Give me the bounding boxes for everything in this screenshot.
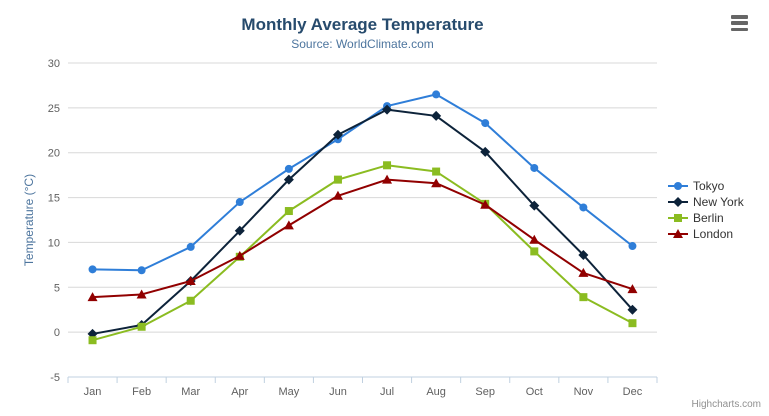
y-axis-tick-label: -5: [50, 372, 60, 384]
series-london: [87, 174, 638, 302]
data-point-berlin[interactable]: [333, 175, 342, 184]
legend-marker-tokyo[interactable]: [674, 182, 682, 190]
credits-link[interactable]: Highcharts.com: [691, 399, 761, 410]
legend-square-icon: [668, 214, 688, 222]
data-point-tokyo[interactable]: [579, 203, 588, 212]
data-point-new-york[interactable]: [529, 200, 540, 211]
data-point-london[interactable]: [136, 289, 147, 299]
data-point-london[interactable]: [185, 276, 196, 286]
data-point-london[interactable]: [578, 267, 589, 277]
legend-circle-icon: [668, 182, 688, 190]
hamburger-icon: [731, 21, 748, 25]
data-point-new-york[interactable]: [234, 225, 245, 236]
chart-title: Monthly Average Temperature: [241, 15, 484, 34]
x-axis-tick-label: Jun: [329, 386, 347, 398]
x-axis-tick-label: Aug: [426, 386, 446, 398]
data-point-london[interactable]: [283, 220, 294, 230]
data-point-berlin[interactable]: [579, 293, 588, 302]
y-axis-tick-label: 25: [48, 103, 60, 115]
series-line-berlin: [91, 164, 634, 342]
x-axis-tick-label: Sep: [475, 386, 495, 398]
legend: Tokyo New York Berlin London: [668, 178, 744, 242]
data-point-new-york[interactable]: [627, 304, 638, 315]
legend-item-label: Berlin: [693, 211, 724, 225]
x-axis-tick-label: Jan: [84, 386, 102, 398]
data-point-berlin[interactable]: [137, 322, 146, 331]
data-point-new-york[interactable]: [382, 104, 393, 115]
legend-item-label: New York: [693, 195, 744, 209]
x-axis-tick-label: Jul: [380, 386, 394, 398]
chart-context-menu-button[interactable]: [727, 12, 752, 34]
data-point-new-york[interactable]: [578, 249, 589, 260]
legend-item-label: London: [693, 227, 734, 241]
y-axis-tick-label: 20: [48, 148, 60, 160]
series-line-tokyo: [91, 93, 634, 272]
x-axis-tick-label: Dec: [623, 386, 643, 398]
x-axis-tick-label: Mar: [181, 386, 200, 398]
legend-marker-berlin[interactable]: [674, 214, 682, 222]
y-axis-tick-label: 30: [48, 58, 60, 70]
series-new-york: [87, 104, 638, 339]
data-point-london[interactable]: [431, 178, 442, 188]
y-axis-tick-label: 0: [54, 327, 60, 339]
legend-item-new-york[interactable]: New York: [668, 194, 744, 210]
data-point-tokyo[interactable]: [186, 242, 195, 251]
x-axis-tick-label: Apr: [231, 386, 248, 398]
data-point-london[interactable]: [87, 292, 98, 302]
data-point-tokyo[interactable]: [432, 90, 441, 99]
data-point-berlin[interactable]: [383, 161, 392, 170]
y-axis-tick-label: 10: [48, 237, 60, 249]
legend-marker-london[interactable]: [673, 229, 683, 238]
data-point-tokyo[interactable]: [137, 266, 146, 275]
data-point-london[interactable]: [234, 250, 245, 260]
hamburger-icon: [731, 27, 748, 31]
data-point-london[interactable]: [627, 284, 638, 294]
data-point-london[interactable]: [332, 190, 343, 200]
data-point-tokyo[interactable]: [284, 164, 293, 173]
data-point-london[interactable]: [480, 199, 491, 209]
data-point-berlin[interactable]: [432, 167, 441, 176]
data-point-tokyo[interactable]: [530, 163, 539, 172]
data-point-berlin[interactable]: [284, 207, 293, 216]
data-point-london[interactable]: [529, 234, 540, 244]
data-point-tokyo[interactable]: [88, 265, 97, 274]
data-point-new-york[interactable]: [480, 146, 491, 157]
data-point-berlin[interactable]: [628, 319, 637, 328]
y-axis-tick-label: 5: [54, 282, 60, 294]
x-axis-tick-label: Nov: [574, 386, 594, 398]
data-point-berlin[interactable]: [530, 247, 539, 256]
series-line-new-york: [91, 108, 634, 335]
legend-diamond-icon: [668, 197, 688, 207]
x-axis-tick-label: Feb: [132, 386, 151, 398]
data-point-new-york[interactable]: [431, 110, 442, 121]
legend-triangle-icon: [668, 229, 688, 238]
x-axis-tick-label: Oct: [526, 386, 543, 398]
series-tokyo: [88, 90, 637, 275]
legend-item-berlin[interactable]: Berlin: [668, 210, 744, 226]
data-point-tokyo[interactable]: [628, 242, 637, 251]
y-axis-tick-label: 15: [48, 193, 60, 205]
data-point-tokyo[interactable]: [235, 198, 244, 207]
series-line-london: [91, 178, 634, 299]
hamburger-icon: [731, 15, 748, 19]
legend-item-label: Tokyo: [693, 179, 725, 193]
legend-item-tokyo[interactable]: Tokyo: [668, 178, 744, 194]
legend-item-london[interactable]: London: [668, 226, 744, 242]
data-point-berlin[interactable]: [88, 336, 97, 345]
data-point-new-york[interactable]: [283, 174, 294, 185]
data-point-tokyo[interactable]: [481, 119, 490, 128]
data-point-berlin[interactable]: [186, 296, 195, 305]
x-axis-tick-label: May: [278, 386, 299, 398]
legend-marker-new-york[interactable]: [673, 197, 683, 207]
data-point-new-york[interactable]: [332, 129, 343, 140]
chart-subtitle: Source: WorldClimate.com: [291, 37, 434, 51]
data-point-london[interactable]: [382, 174, 393, 184]
